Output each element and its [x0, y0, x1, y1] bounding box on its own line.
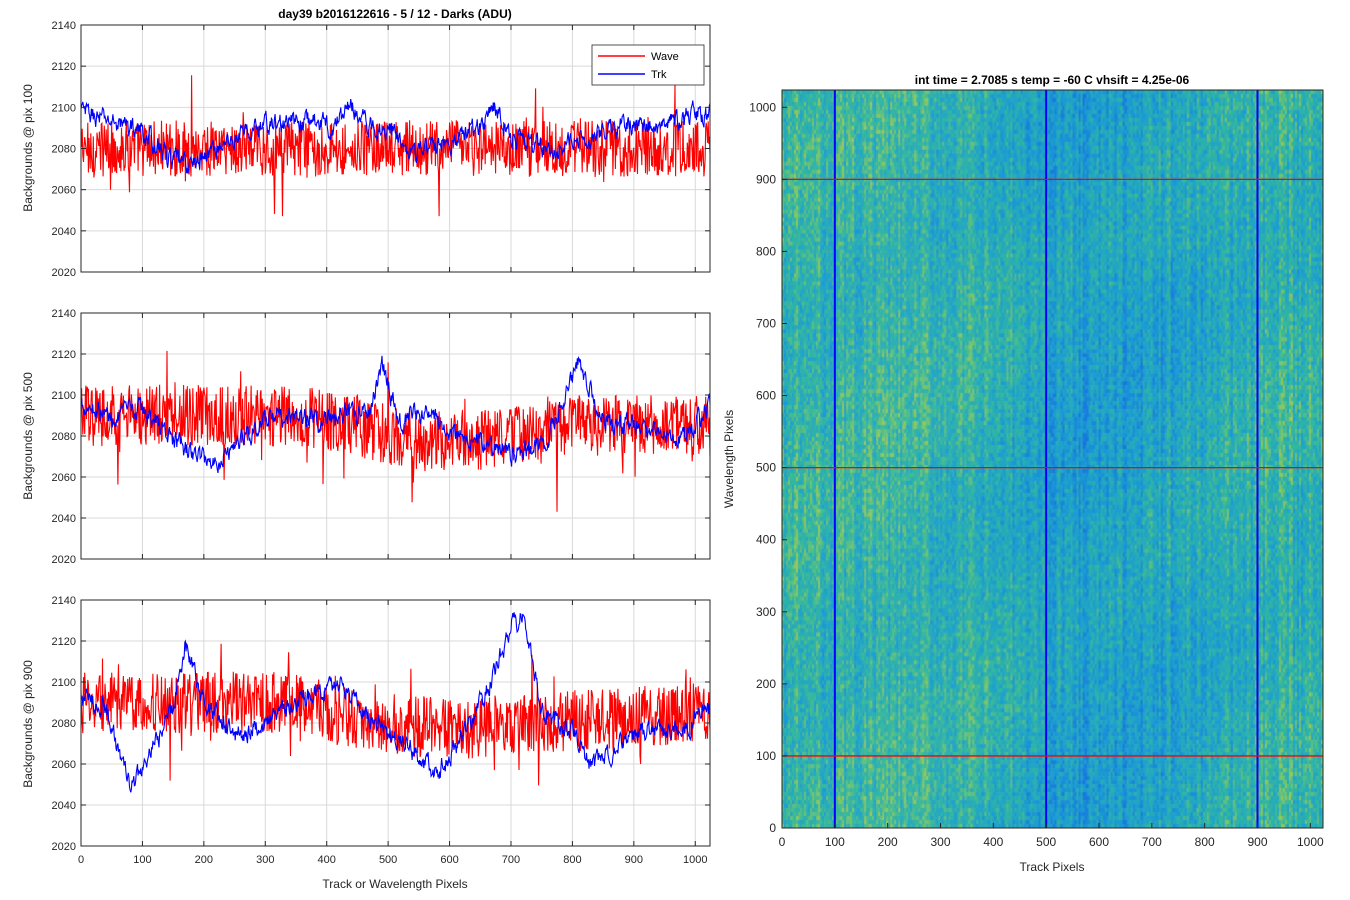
figure-title: day39 b2016122616 - 5 / 12 - Darks (ADU): [278, 7, 511, 21]
heatmap-title: int time = 2.7085 s temp = -60 C vhsift …: [915, 73, 1190, 87]
heatmap-y-tick-label: 300: [756, 605, 776, 619]
plot-pix-900: 0 100 200 300 400 500 600 700 800 900 1000 2020 2040…: [21, 595, 711, 891]
y-tick-label: 2100: [52, 390, 76, 402]
plot-area-group: 2020 2040 2060 2080 2100 2120 2140: [52, 308, 711, 566]
heatmap-y-tick-label: 1000: [749, 100, 776, 114]
series-line-wave: [80, 643, 711, 786]
heatmap-y-tick-label: 200: [756, 677, 776, 691]
heatmap-y-tick-label: 800: [756, 244, 776, 258]
heatmap-y-tick-label: 100: [756, 749, 776, 763]
y-axis-label-pix-100: Backgrounds @ pix 100: [21, 84, 35, 212]
x-tick-label: 1000: [683, 854, 707, 866]
y-tick-label: 2120: [52, 636, 76, 648]
heatmap-x-tick-label: 300: [930, 835, 950, 849]
heatmap-y-tick-label: 400: [756, 533, 776, 547]
legend-wave-label: Wave: [651, 51, 679, 63]
x-tick-label: 100: [133, 854, 151, 866]
legend-box: [591, 44, 705, 86]
heatmap-x-tick-label: 400: [983, 835, 1003, 849]
y-tick-label: 2020: [52, 267, 76, 279]
x-tick-label: 0: [78, 854, 84, 866]
x-tick-label: 900: [625, 854, 643, 866]
heatmap: 0 100 200 300 400 500 600 700 800 900 1000 0 100 200 3…: [722, 73, 1324, 874]
heatmap-x-tick-label: 200: [878, 835, 898, 849]
heatmap-canvas: [782, 90, 1323, 828]
x-tick-label: 700: [502, 854, 520, 866]
plot-pix-100: 2020 2040 2060 2080 2100 2120 2140 day39 b2016…: [21, 7, 711, 279]
heatmap-y-axis-label: Wavelength Pixels: [722, 410, 736, 508]
heatmap-x-tick-label: 700: [1142, 835, 1162, 849]
x-tick-label: 200: [195, 854, 213, 866]
heatmap-x-tick-label: 1000: [1297, 835, 1324, 849]
x-tick-label: 400: [318, 854, 336, 866]
heatmap-y-tick-label: 0: [769, 821, 776, 835]
heatmap-frame: [781, 89, 1324, 829]
series-line-trk: [80, 98, 711, 174]
y-tick-label: 2040: [52, 800, 76, 812]
series-line-trk: [81, 355, 711, 474]
heatmap-x-tick-label: 500: [1036, 835, 1056, 849]
heatmap-y-tick-label: 500: [756, 461, 776, 475]
y-tick-label: 2120: [52, 349, 76, 361]
series-line-trk: [80, 612, 711, 793]
y-tick-label: 2100: [52, 102, 76, 114]
legend-trk-label: Trk: [651, 69, 667, 81]
plot-pix-500: 2020 2040 2060 2080 2100 2120 2140 Backgrounds…: [21, 308, 711, 566]
y-tick-label: 2080: [52, 144, 76, 156]
y-tick-label: 2060: [52, 759, 76, 771]
y-tick-label: 2060: [52, 185, 76, 197]
x-tick-label: 500: [379, 854, 397, 866]
heatmap-image: [782, 90, 1323, 828]
heatmap-area-group: 0 100 200 300 400 500 600 700 800 900 1000 0 100 200 3…: [749, 89, 1324, 849]
y-tick-label: 2080: [52, 431, 76, 443]
heatmap-x-tick-label: 600: [1089, 835, 1109, 849]
y-tick-label: 2140: [52, 595, 76, 607]
y-tick-label: 2060: [52, 472, 76, 484]
y-tick-label: 2020: [52, 554, 76, 566]
y-tick-label: 2140: [52, 20, 76, 32]
y-tick-label: 2020: [52, 841, 76, 853]
heatmap-x-tick-label: 900: [1247, 835, 1267, 849]
x-axis-label: Track or Wavelength Pixels: [322, 877, 467, 891]
y-tick-label: 2040: [52, 513, 76, 525]
x-tick-label: 600: [440, 854, 458, 866]
y-tick-label: 2100: [52, 677, 76, 689]
legend: Wave Trk: [591, 44, 705, 86]
heatmap-y-tick-label: 700: [756, 317, 776, 331]
heatmap-x-axis-label: Track Pixels: [1020, 860, 1085, 874]
heatmap-x-tick-label: 0: [779, 835, 786, 849]
y-axis-label-pix-900: Backgrounds @ pix 900: [21, 660, 35, 788]
heatmap-y-tick-label: 600: [756, 389, 776, 403]
y-tick-label: 2040: [52, 226, 76, 238]
series-line-wave: [80, 75, 711, 217]
heatmap-x-tick-label: 800: [1195, 835, 1215, 849]
y-tick-label: 2140: [52, 308, 76, 320]
heatmap-x-tick-label: 100: [825, 835, 845, 849]
y-axis-label-pix-500: Backgrounds @ pix 500: [21, 372, 35, 500]
y-tick-label: 2120: [52, 61, 76, 73]
plot-area-group: 0 100 200 300 400 500 600 700 800 900 1000 2020 2040…: [52, 595, 711, 866]
x-tick-label: 300: [256, 854, 274, 866]
heatmap-y-tick-label: 900: [756, 172, 776, 186]
y-tick-label: 2080: [52, 718, 76, 730]
x-tick-label: 800: [563, 854, 581, 866]
